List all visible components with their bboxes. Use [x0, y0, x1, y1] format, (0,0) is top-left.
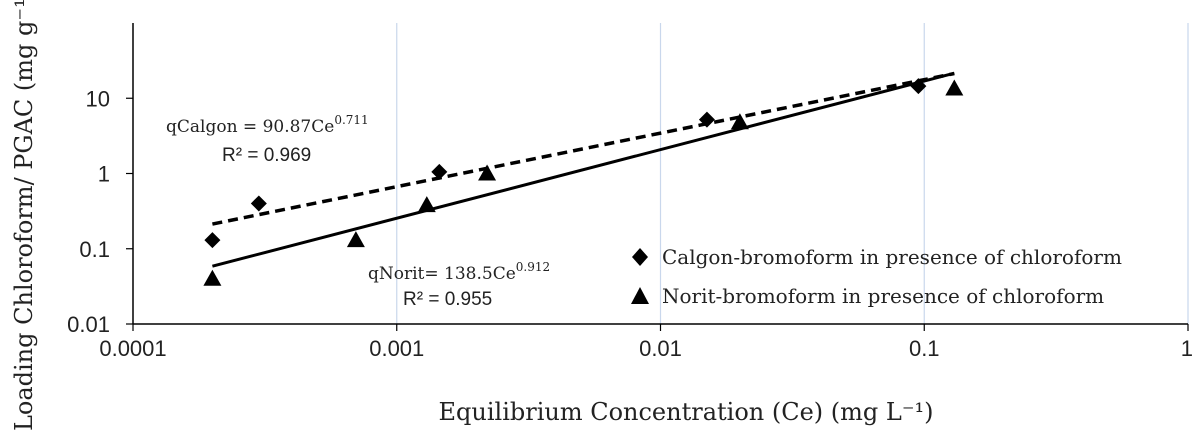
norit-data-point: [478, 164, 497, 181]
calgon-data-point: [698, 111, 715, 128]
fit-layer: [212, 71, 955, 268]
x-tick-label: 0.1: [909, 336, 940, 361]
y-axis-title: Loading Chloroform/ PGAC (mg g⁻¹): [10, 0, 38, 431]
norit-fit-line: [212, 71, 955, 268]
norit-data-point: [945, 79, 964, 96]
axis-layer: 0.0001 0.001 0.01 0.1 1 0.01 0.1 1 10: [67, 23, 1193, 361]
y-tick-label: 0.1: [79, 237, 110, 262]
calgon-data-point: [250, 195, 267, 212]
norit-data-point: [346, 231, 365, 248]
x-axis-title: Equilibrium Concentration (Ce) (mg L⁻¹): [439, 398, 934, 426]
x-tick-label: 0.001: [369, 336, 424, 361]
y-tick-label: 0.01: [67, 312, 110, 337]
calgon-equation: qCalgon = 90.87Ce0.711: [166, 113, 369, 137]
calgon-data-point: [204, 232, 221, 249]
legend-diamond-marker: [632, 248, 648, 266]
grid-layer: [396, 23, 1189, 324]
legend: Calgon-bromoform in presence of chlorofo…: [631, 245, 1122, 308]
x-tick-label: 0.0001: [99, 336, 166, 361]
norit-equation: qNorit= 138.5Ce0.912: [368, 260, 550, 284]
calgon-data-point: [431, 163, 448, 180]
norit-r2: R² = 0.955: [403, 289, 492, 310]
norit-data-point: [203, 269, 222, 286]
legend-label-calgon: Calgon-bromoform in presence of chlorofo…: [662, 245, 1122, 269]
calgon-r2: R² = 0.969: [222, 145, 311, 166]
y-tick-label: 1: [98, 162, 110, 187]
y-tick-label: 10: [86, 86, 110, 111]
legend-label-norit: Norit-bromoform in presence of chlorofor…: [662, 284, 1104, 308]
norit-data-point: [417, 196, 436, 213]
marker-layer: [203, 78, 964, 286]
x-tick-label: 0.01: [639, 336, 682, 361]
calgon-fit-line: [212, 71, 955, 226]
legend-triangle-marker: [631, 287, 649, 304]
x-tick-label: 1: [1181, 336, 1193, 361]
norit-data-point: [730, 113, 749, 130]
calgon-data-point: [910, 78, 927, 95]
